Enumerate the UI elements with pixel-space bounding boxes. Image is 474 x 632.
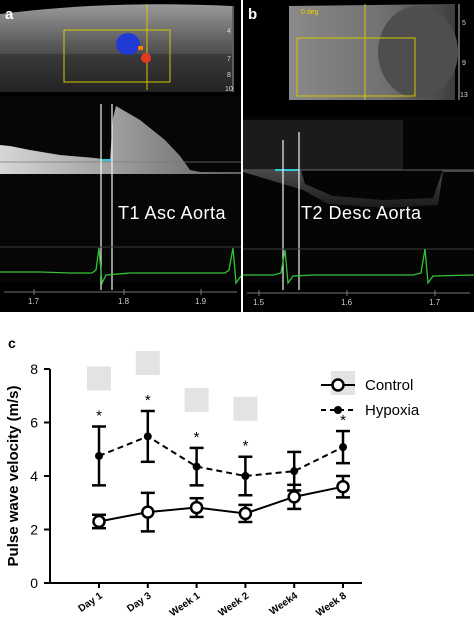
pwv-chart: 0 2 4 6 8 Pulse wave velocity (m/s) Day 1 Day 3… — [5, 350, 420, 619]
color-box — [63, 29, 171, 83]
data-point-control — [336, 479, 350, 494]
x-tick-label: Day 1 — [77, 590, 106, 615]
y-tick-label: 6 — [30, 415, 38, 431]
panel-a-graphic — [0, 4, 241, 295]
series-line-control — [98, 485, 344, 523]
significance-box — [233, 396, 258, 421]
panel-b-echo-image: b 0 deg 5 9 13 T2 Desc Aorta 1.5 1.6 1.7 — [243, 0, 474, 312]
data-point-hypoxia — [241, 472, 250, 480]
y-tick-label: 0 — [30, 575, 38, 591]
data-point-hypoxia — [143, 432, 152, 441]
data-point-control — [189, 500, 204, 515]
depth-number: 10 — [225, 86, 233, 93]
significance-asterisk: * — [96, 408, 102, 425]
angle-readout: 0 deg — [301, 9, 319, 16]
series-line-hypoxia — [98, 435, 344, 478]
panel-c-label: c — [8, 335, 16, 351]
y-tick-label: 4 — [30, 468, 38, 484]
time-tick: 1.5 — [253, 298, 265, 307]
desc-aorta-annotation: T2 Desc Aorta — [301, 203, 422, 223]
doppler-spectrum — [0, 106, 241, 174]
data-point-hypoxia — [192, 462, 201, 471]
significance-asterisk: * — [242, 438, 248, 455]
x-tick-label: Week 1 — [168, 590, 203, 619]
ecg-trace — [0, 247, 241, 286]
data-point-control — [238, 506, 253, 521]
panel-b-label: b — [248, 6, 258, 23]
y-axis-label: Pulse wave velocity (m/s) — [5, 386, 22, 567]
legend-label-control: Control — [365, 377, 413, 394]
x-tick-label: Week 8 — [314, 590, 349, 619]
significance-box — [87, 366, 111, 391]
depth-number: 4 — [227, 28, 231, 35]
panel-b-graphic — [243, 4, 474, 296]
data-point-hypoxia — [339, 443, 347, 452]
significance-box — [135, 350, 160, 375]
x-tick-label: Day 3 — [125, 590, 154, 615]
depth-number: 8 — [227, 72, 231, 79]
depth-number: 5 — [462, 20, 466, 27]
doppler-spectrum — [243, 170, 474, 208]
time-tick: 1.6 — [341, 298, 353, 307]
significance-box — [184, 387, 209, 412]
asc-aorta-annotation: T1 Asc Aorta — [118, 203, 227, 223]
y-tick-label: 8 — [30, 361, 38, 377]
data-point-control — [287, 490, 301, 504]
time-tick: 1.7 — [28, 297, 40, 306]
legend-label-hypoxia: Hypoxia — [365, 402, 420, 419]
x-tick-label: Week 2 — [217, 590, 252, 619]
time-tick: 1.9 — [195, 297, 207, 306]
legend-marker-hypoxia — [334, 406, 342, 414]
legend-marker-control — [331, 378, 345, 392]
depth-number: 9 — [462, 60, 466, 67]
color-box — [296, 37, 416, 97]
color-flow-blue — [116, 33, 140, 55]
data-point-hypoxia — [95, 451, 103, 460]
significance-asterisk: * — [194, 429, 200, 446]
data-point-control — [92, 514, 106, 529]
significance-asterisk: * — [145, 392, 151, 409]
ecg-trace — [243, 248, 474, 285]
panel-a-echo-image: a 4 7 8 10 T1 Asc Aorta 1.7 1.8 1.9 — [0, 0, 241, 312]
depth-number: 7 — [227, 56, 231, 63]
depth-number: 13 — [460, 92, 468, 99]
data-point-hypoxia — [290, 467, 299, 476]
panel-a-label: a — [5, 6, 14, 23]
x-tick-label: Week4 — [268, 590, 300, 617]
data-point-control — [141, 505, 155, 519]
significance-asterisk: * — [340, 412, 346, 429]
y-tick-label: 2 — [30, 522, 38, 538]
time-tick: 1.7 — [429, 298, 441, 307]
time-tick: 1.8 — [118, 297, 130, 306]
